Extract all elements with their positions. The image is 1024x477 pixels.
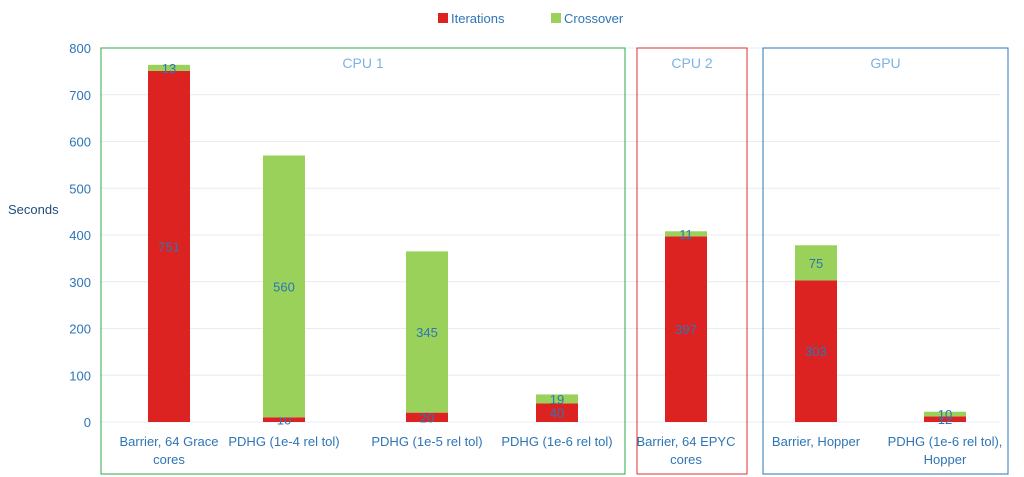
y-tick-label: 400 <box>69 228 91 243</box>
group-label: CPU 1 <box>342 55 383 71</box>
data-label: 397 <box>675 322 697 337</box>
x-tick-label: PDHG (1e-4 rel tol) <box>228 434 339 449</box>
legend-label-crossover: Crossover <box>564 11 624 26</box>
legend: Iterations Crossover <box>438 11 624 26</box>
category-groups: CPU 1 CPU 2 GPU <box>100 47 1009 475</box>
data-label: 19 <box>550 392 564 407</box>
y-tick-label: 200 <box>69 322 91 337</box>
x-axis: Barrier, 64 Grace cores PDHG (1e-4 rel tol… <box>120 434 1003 467</box>
data-label: 345 <box>416 325 438 340</box>
data-label: 40 <box>550 406 564 421</box>
bar-segment-iterations <box>148 70 190 422</box>
bar-segment-iterations <box>406 412 448 422</box>
y-tick-label: 500 <box>69 181 91 196</box>
y-tick-label: 0 <box>84 415 91 430</box>
bar-segment-iterations <box>536 403 578 422</box>
legend-swatch-iterations <box>438 13 448 23</box>
bar-segment-crossover <box>406 251 448 413</box>
bar-segment-crossover <box>148 64 190 71</box>
group-frame <box>762 47 1009 475</box>
data-label: 303 <box>805 344 827 359</box>
group-label: CPU 2 <box>671 55 712 71</box>
y-tick-label: 800 <box>69 41 91 56</box>
bar-segment-crossover <box>263 155 305 418</box>
data-label: 751 <box>158 239 180 254</box>
bar-segment-iterations <box>665 236 707 422</box>
data-label: 10 <box>938 407 952 422</box>
bar-segment-crossover <box>924 411 966 417</box>
data-label: 11 <box>679 227 693 242</box>
y-tick-label: 700 <box>69 88 91 103</box>
x-tick-label: PDHG (1e-6 rel tol), Hopper <box>888 434 1003 467</box>
bar-segment-crossover <box>536 394 578 404</box>
x-tick-label: PDHG (1e-6 rel tol) <box>501 434 612 449</box>
group-label: GPU <box>870 55 900 71</box>
x-tick-label: PDHG (1e-5 rel tol) <box>371 434 482 449</box>
x-tick-label: Barrier, Hopper <box>772 434 861 449</box>
data-label: 560 <box>273 279 295 294</box>
y-tick-label: 600 <box>69 135 91 150</box>
y-tick-label: 100 <box>69 368 91 383</box>
group-frame <box>100 47 626 475</box>
data-label: 20 <box>420 410 434 425</box>
bar-segment-crossover <box>795 245 837 281</box>
bar-segment-crossover <box>665 231 707 237</box>
group-frame <box>636 47 748 475</box>
legend-label-iterations: Iterations <box>451 11 505 26</box>
gridlines <box>100 47 1000 423</box>
bar-segment-iterations <box>263 417 305 422</box>
y-axis-title: Seconds <box>8 202 59 217</box>
y-axis: 0 100 200 300 400 500 600 700 800 <box>69 41 91 430</box>
legend-swatch-crossover <box>551 13 561 23</box>
x-tick-label: Barrier, 64 EPYC cores <box>637 434 736 467</box>
data-label: 13 <box>162 61 176 76</box>
data-label: 75 <box>809 256 823 271</box>
bar-segment-iterations <box>924 416 966 422</box>
x-tick-label: Barrier, 64 Grace cores <box>120 434 219 467</box>
bar-segment-iterations <box>795 280 837 422</box>
y-tick-label: 300 <box>69 275 91 290</box>
